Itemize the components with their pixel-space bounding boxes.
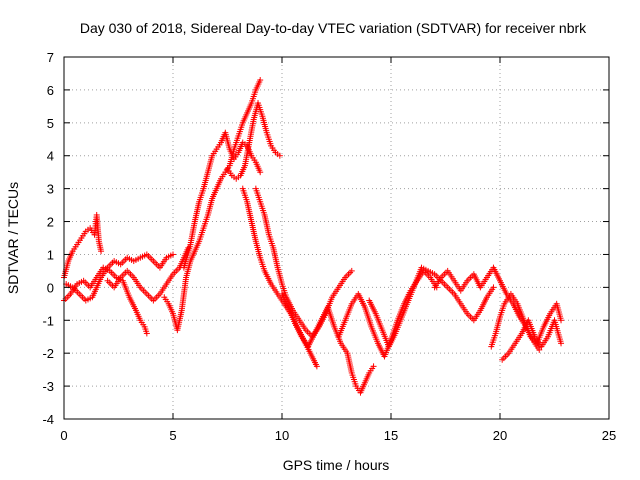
y-tick-labels: -4 -3 -2 -1 0 1 2 3 4 5 6 7 — [42, 50, 54, 427]
y-tick-label: -1 — [42, 313, 54, 328]
y-tick-label: 4 — [47, 149, 54, 164]
y-tick-label: 1 — [47, 247, 54, 262]
x-tick-label: 10 — [275, 428, 289, 443]
data-point — [370, 363, 377, 370]
y-tick-label: 5 — [47, 116, 54, 131]
data-point — [490, 284, 497, 291]
y-tick-label: 3 — [47, 182, 54, 197]
data-point — [170, 251, 176, 258]
y-axis-label: SDTVAR / TECUs — [5, 182, 21, 294]
data-point — [276, 152, 283, 159]
axis-ticks — [63, 56, 610, 420]
x-tick-label: 25 — [602, 428, 616, 443]
data-point — [98, 248, 105, 255]
x-tick-label: 15 — [384, 428, 398, 443]
y-tick-label: 2 — [47, 215, 54, 230]
y-tick-label: -3 — [42, 379, 54, 394]
data-point — [558, 317, 565, 324]
data-point — [143, 330, 150, 337]
y-tick-label: -2 — [42, 346, 54, 361]
x-tick-labels: 0 5 10 15 20 25 — [60, 428, 616, 443]
plot-frame — [63, 56, 610, 420]
x-tick-label: 5 — [169, 428, 176, 443]
data-point — [348, 267, 355, 274]
y-tick-label: 0 — [47, 280, 54, 295]
data-point — [313, 363, 320, 370]
x-tick-label: 20 — [493, 428, 507, 443]
y-tick-label: 7 — [47, 50, 54, 65]
chart-title: Day 030 of 2018, Sidereal Day-to-day VTE… — [80, 20, 587, 36]
data-point — [536, 346, 543, 353]
y-tick-label: -4 — [42, 412, 54, 427]
data-points — [61, 77, 565, 396]
data-point — [257, 77, 264, 84]
data-point — [558, 340, 565, 347]
gridlines — [64, 57, 609, 419]
x-axis-label: GPS time / hours — [283, 457, 390, 473]
data-point — [257, 169, 264, 176]
x-tick-label: 0 — [60, 428, 67, 443]
y-tick-label: 6 — [47, 83, 54, 98]
